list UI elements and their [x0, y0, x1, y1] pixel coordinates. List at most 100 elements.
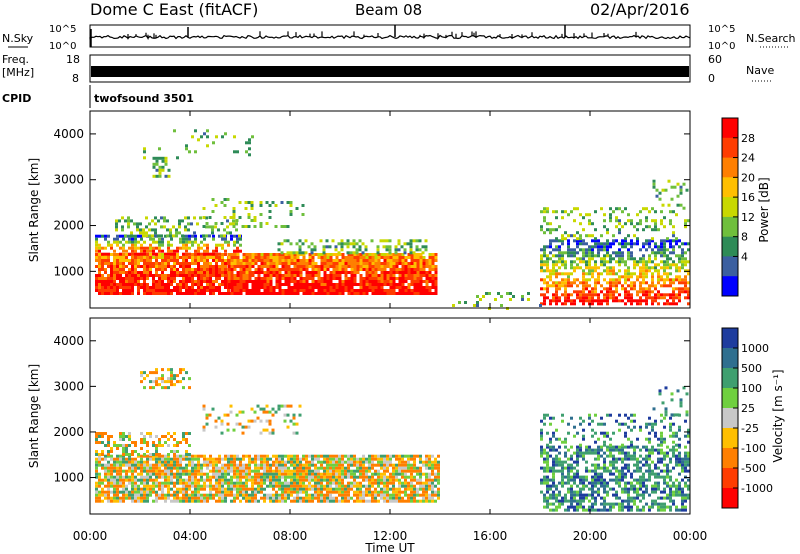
rti-cell	[218, 496, 221, 500]
rti-cell	[425, 286, 429, 289]
rti-cell	[630, 245, 633, 249]
rti-cell	[122, 438, 125, 441]
rti-cell	[657, 281, 660, 285]
rti-cell	[98, 453, 101, 456]
rti-cell	[182, 481, 185, 485]
rti-cell	[283, 239, 287, 243]
rti-cell	[107, 280, 110, 283]
rti-cell	[310, 242, 314, 246]
rti-cell	[302, 292, 306, 295]
rti-cell	[272, 268, 276, 271]
rti-cell	[230, 460, 233, 464]
rti-cell	[134, 493, 137, 497]
rti-cell	[403, 251, 407, 255]
rti-cell	[206, 496, 209, 500]
rti-cell	[407, 253, 411, 256]
rti-cell	[380, 286, 384, 289]
rti-cell	[221, 256, 224, 259]
rti-cell	[678, 293, 681, 297]
rti-cell	[272, 262, 276, 265]
rti-cell	[549, 251, 552, 255]
rti-cell	[293, 271, 297, 274]
rti-cell	[403, 248, 407, 252]
rti-cell	[383, 463, 386, 467]
rti-cell	[591, 302, 594, 306]
rti-cell	[362, 265, 366, 268]
rti-cell	[633, 263, 636, 267]
rti-cell	[413, 460, 416, 464]
rti-cell	[215, 280, 218, 283]
rti-cell	[341, 457, 344, 461]
rti-cell	[597, 278, 600, 282]
rti-cell	[116, 466, 119, 470]
rti-cell	[585, 451, 588, 455]
rti-cell	[332, 277, 336, 280]
rti-cell	[296, 460, 299, 464]
rti-cell	[404, 499, 407, 503]
rti-cell	[215, 277, 218, 280]
rti-cell	[257, 469, 260, 473]
rti-cell	[173, 481, 176, 485]
rti-cell	[338, 454, 341, 458]
rti-cell	[262, 428, 266, 432]
rti-cell	[368, 493, 371, 497]
rti-cell	[570, 302, 573, 306]
rti-cell	[125, 286, 128, 289]
rti-cell	[107, 460, 110, 464]
rti-cell	[278, 475, 281, 479]
rti-cell	[209, 487, 212, 491]
rti-cell	[353, 262, 357, 265]
rti-cell	[409, 245, 413, 249]
rti-cell	[615, 225, 618, 229]
rti-cell	[167, 453, 170, 456]
rti-cell	[419, 259, 423, 262]
rti-cell	[612, 266, 615, 270]
rti-cell	[383, 265, 387, 268]
rti-cell	[386, 292, 390, 295]
rti-cell	[200, 259, 203, 262]
rti-cell	[188, 240, 191, 244]
rti-cell	[155, 383, 158, 387]
rti-cell	[206, 460, 209, 464]
rti-cell	[558, 502, 561, 506]
rti-cell	[101, 453, 104, 456]
rti-cell	[98, 286, 101, 289]
rti-cell	[687, 272, 690, 276]
rti-cell	[110, 274, 113, 277]
rti-cell	[419, 472, 422, 476]
rti-cell	[570, 281, 573, 285]
rti-cell	[164, 454, 167, 458]
rti-cell	[341, 268, 345, 271]
rti-cell	[269, 499, 272, 503]
rti-cell	[323, 469, 326, 473]
rti-cell	[543, 481, 546, 485]
rti-cell	[164, 162, 168, 166]
rti-cell	[266, 466, 269, 470]
rti-cell	[116, 274, 119, 277]
rti-cell	[570, 251, 573, 255]
rti-cell	[335, 268, 339, 271]
rti-cell	[275, 469, 278, 473]
rti-cell	[254, 283, 258, 286]
rti-cell	[329, 256, 333, 259]
rti-cell	[606, 293, 609, 297]
rti-cell	[173, 438, 176, 441]
rti-cell	[269, 493, 272, 497]
rti-cell	[332, 475, 335, 479]
rti-cell	[362, 463, 365, 467]
rti-cell	[561, 263, 564, 267]
rti-cell	[239, 243, 242, 247]
rti-cell	[597, 296, 600, 300]
rti-cell	[211, 407, 215, 411]
rti-cell	[113, 286, 116, 289]
rti-cell	[431, 283, 435, 286]
rti-cell	[323, 289, 327, 292]
rti-cell	[618, 275, 621, 279]
rti-cell	[290, 481, 293, 485]
rti-cell	[337, 242, 341, 246]
rti-cell	[173, 271, 176, 274]
rti-cell	[134, 246, 137, 250]
rti-cell	[401, 463, 404, 467]
rti-cell	[116, 283, 119, 286]
rti-cell	[552, 281, 555, 285]
